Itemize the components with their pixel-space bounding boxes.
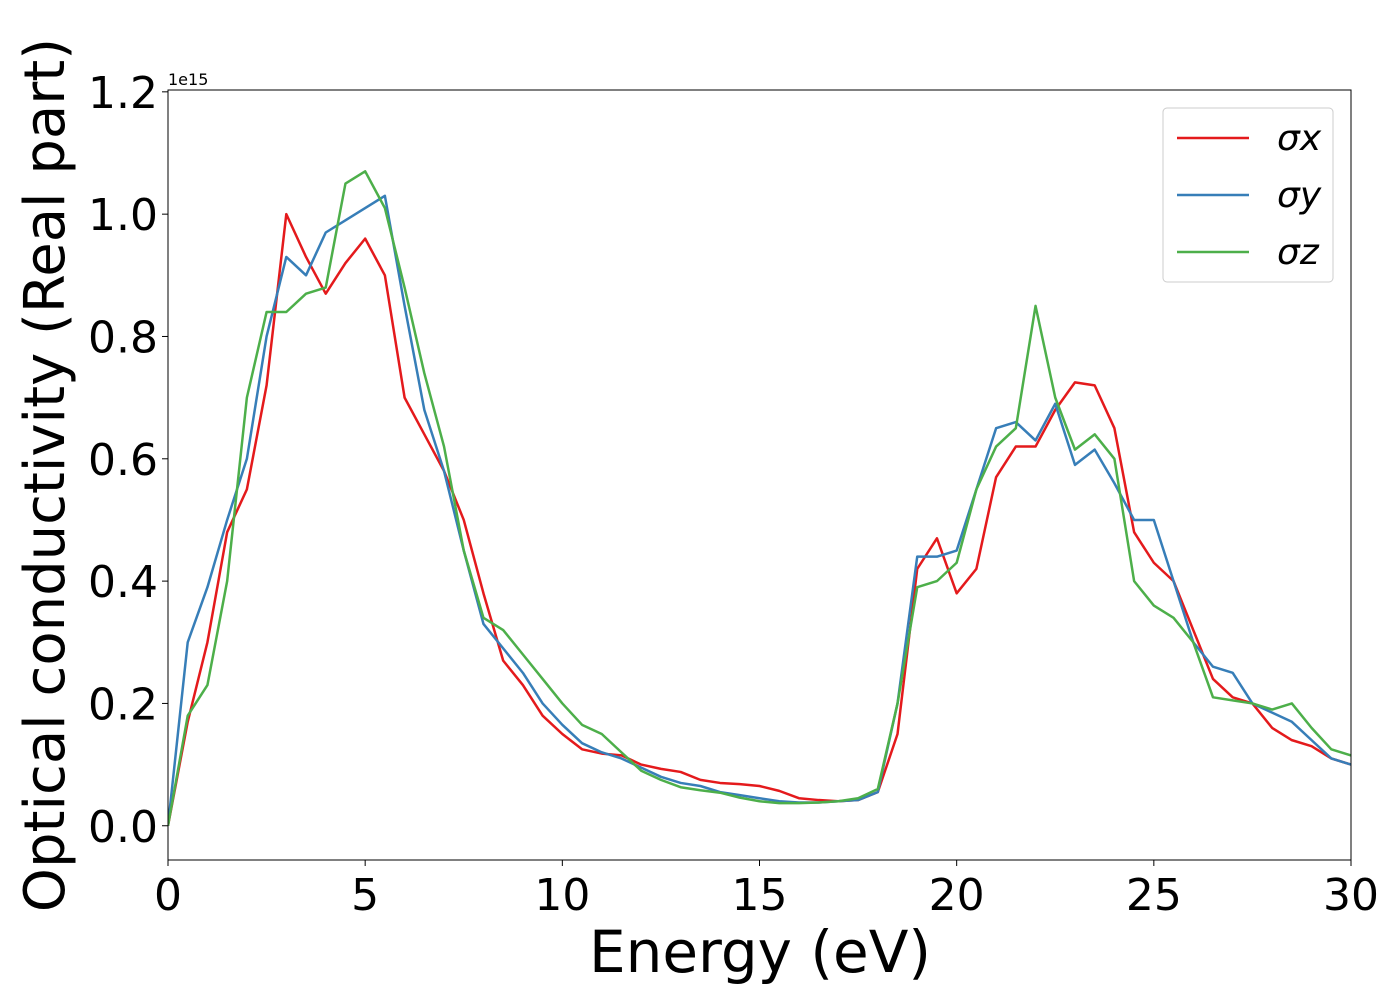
- series-line: [168, 170, 1351, 826]
- x-axis-label: Energy (eV): [589, 918, 931, 986]
- x-tick-label: 0: [154, 870, 182, 921]
- y-tick-label: 0.2: [88, 679, 158, 730]
- y-tick-label: 0.8: [88, 312, 158, 363]
- series-line: [168, 194, 1351, 826]
- series-line: [168, 212, 1351, 826]
- x-tick-label: 30: [1323, 870, 1379, 921]
- legend-label: σx: [1277, 118, 1322, 159]
- x-tick-label: 10: [534, 870, 590, 921]
- x-tick-label: 15: [732, 870, 788, 921]
- x-tick-label: 25: [1126, 870, 1182, 921]
- y-tick-label: 0.4: [88, 557, 158, 608]
- y-offset-label: 1e15: [168, 70, 208, 89]
- y-tick-label: 1.0: [88, 190, 158, 241]
- y-tick-label: 0.0: [88, 802, 158, 853]
- y-tick-label: 0.6: [88, 435, 158, 486]
- x-tick-label: 5: [351, 870, 379, 921]
- legend-label: σy: [1277, 175, 1322, 216]
- legend-label: σz: [1277, 232, 1320, 273]
- x-tick-label: 20: [929, 870, 985, 921]
- y-tick-label: 1.2: [88, 68, 158, 119]
- y-axis-label: Optical conductivity (Real part): [13, 38, 78, 912]
